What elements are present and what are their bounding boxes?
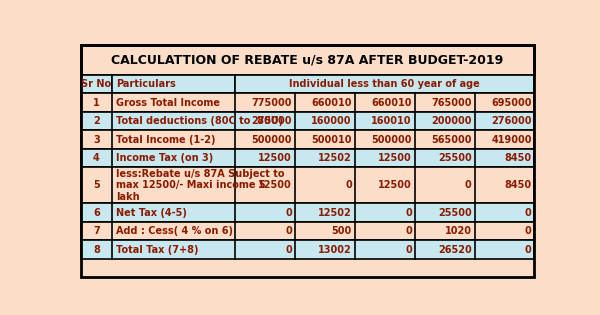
Text: 0: 0 — [285, 208, 292, 218]
Text: Individual less than 60 year of age: Individual less than 60 year of age — [289, 79, 480, 89]
Bar — [80, 222, 535, 240]
Text: 12500: 12500 — [258, 180, 292, 190]
Text: 0: 0 — [465, 180, 472, 190]
Text: CALCULATTION OF REBATE u/s 87A AFTER BUDGET-2019: CALCULATTION OF REBATE u/s 87A AFTER BUD… — [112, 53, 503, 66]
Text: 660010: 660010 — [371, 98, 412, 107]
Text: 12502: 12502 — [318, 208, 352, 218]
Bar — [80, 149, 535, 167]
Text: 25500: 25500 — [438, 208, 472, 218]
Text: Add : Cess( 4 % on 6): Add : Cess( 4 % on 6) — [116, 226, 233, 236]
Text: 6: 6 — [93, 208, 100, 218]
Text: 419000: 419000 — [491, 135, 532, 145]
Bar — [80, 167, 535, 203]
Text: 765000: 765000 — [431, 98, 472, 107]
Bar — [80, 240, 535, 259]
Bar — [235, 75, 535, 93]
Text: Particulars: Particulars — [116, 79, 176, 89]
Text: 0: 0 — [405, 226, 412, 236]
Text: 660010: 660010 — [311, 98, 352, 107]
Text: 160000: 160000 — [311, 116, 352, 126]
Text: 1020: 1020 — [445, 226, 472, 236]
Text: 8450: 8450 — [505, 153, 532, 163]
Text: 4: 4 — [93, 153, 100, 163]
Text: Net Tax (4-5): Net Tax (4-5) — [116, 208, 187, 218]
Text: 13002: 13002 — [318, 245, 352, 255]
Text: 0: 0 — [285, 245, 292, 255]
Text: Gross Total Income: Gross Total Income — [116, 98, 220, 107]
Text: 8450: 8450 — [505, 180, 532, 190]
Text: 12500: 12500 — [378, 180, 412, 190]
Text: 12500: 12500 — [378, 153, 412, 163]
Bar — [80, 45, 535, 75]
Bar — [112, 75, 235, 93]
Text: 0: 0 — [525, 226, 532, 236]
Text: 26520: 26520 — [438, 245, 472, 255]
Text: 276000: 276000 — [491, 116, 532, 126]
Text: 25500: 25500 — [438, 153, 472, 163]
Text: 695000: 695000 — [491, 98, 532, 107]
Text: 0: 0 — [525, 245, 532, 255]
Text: 3: 3 — [93, 135, 100, 145]
Text: 0: 0 — [285, 226, 292, 236]
Text: 12500: 12500 — [258, 153, 292, 163]
Text: Sr No: Sr No — [82, 79, 112, 89]
Text: less:Rebate u/s 87A Subject to
max 12500/- Maxi income 5
lakh: less:Rebate u/s 87A Subject to max 12500… — [116, 169, 284, 202]
Text: 275000: 275000 — [251, 116, 292, 126]
Text: 5: 5 — [93, 180, 100, 190]
Text: 500010: 500010 — [311, 135, 352, 145]
Text: 0: 0 — [525, 208, 532, 218]
Text: 500: 500 — [332, 226, 352, 236]
Text: 7: 7 — [93, 226, 100, 236]
Text: Income Tax (on 3): Income Tax (on 3) — [116, 153, 214, 163]
Text: Total Tax (7+8): Total Tax (7+8) — [116, 245, 199, 255]
Text: 565000: 565000 — [431, 135, 472, 145]
Text: 500000: 500000 — [371, 135, 412, 145]
Bar — [80, 75, 112, 93]
Bar — [80, 203, 535, 222]
Text: 0: 0 — [405, 208, 412, 218]
Text: Total deductions (80C to  80U): Total deductions (80C to 80U) — [116, 116, 283, 126]
Text: Total Income (1-2): Total Income (1-2) — [116, 135, 215, 145]
Text: 0: 0 — [345, 180, 352, 190]
Text: 200000: 200000 — [431, 116, 472, 126]
Text: 500000: 500000 — [251, 135, 292, 145]
Text: 160010: 160010 — [371, 116, 412, 126]
Text: 12502: 12502 — [318, 153, 352, 163]
Bar — [80, 130, 535, 149]
Text: 2: 2 — [93, 116, 100, 126]
Bar — [80, 93, 535, 112]
Text: 1: 1 — [93, 98, 100, 107]
Text: 8: 8 — [93, 245, 100, 255]
Text: 775000: 775000 — [251, 98, 292, 107]
Text: 0: 0 — [405, 245, 412, 255]
Bar — [80, 112, 535, 130]
